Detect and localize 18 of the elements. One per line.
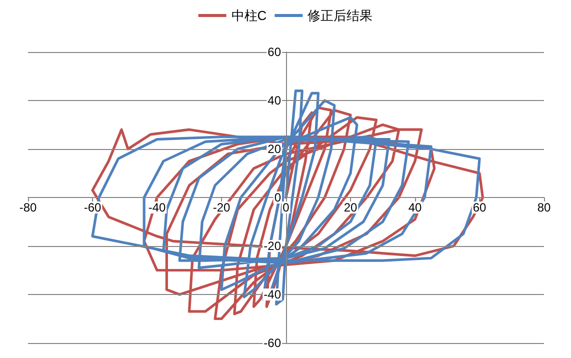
y-tick-label: -60: [264, 336, 282, 350]
y-tick-label: 20: [268, 142, 282, 156]
x-tick-label: 80: [537, 200, 551, 214]
x-tick-label: -80: [19, 200, 37, 214]
x-tick-label: 40: [408, 200, 422, 214]
x-tick-label: 0: [282, 200, 290, 214]
y-tick-label: 60: [268, 45, 282, 59]
y-tick-label: -40: [264, 288, 282, 302]
legend-label: 修正后结果: [308, 8, 373, 23]
x-tick-label: 20: [344, 200, 358, 214]
x-tick-label: -40: [148, 200, 166, 214]
legend-label: 中柱C: [231, 8, 267, 23]
x-tick-label: 60: [472, 200, 486, 214]
x-tick-label: -60: [84, 200, 102, 214]
x-tick-label: -20: [212, 200, 230, 214]
y-tick-label: -20: [264, 239, 282, 253]
y-tick-label: 0: [274, 190, 282, 204]
y-tick-label: 40: [268, 94, 282, 108]
